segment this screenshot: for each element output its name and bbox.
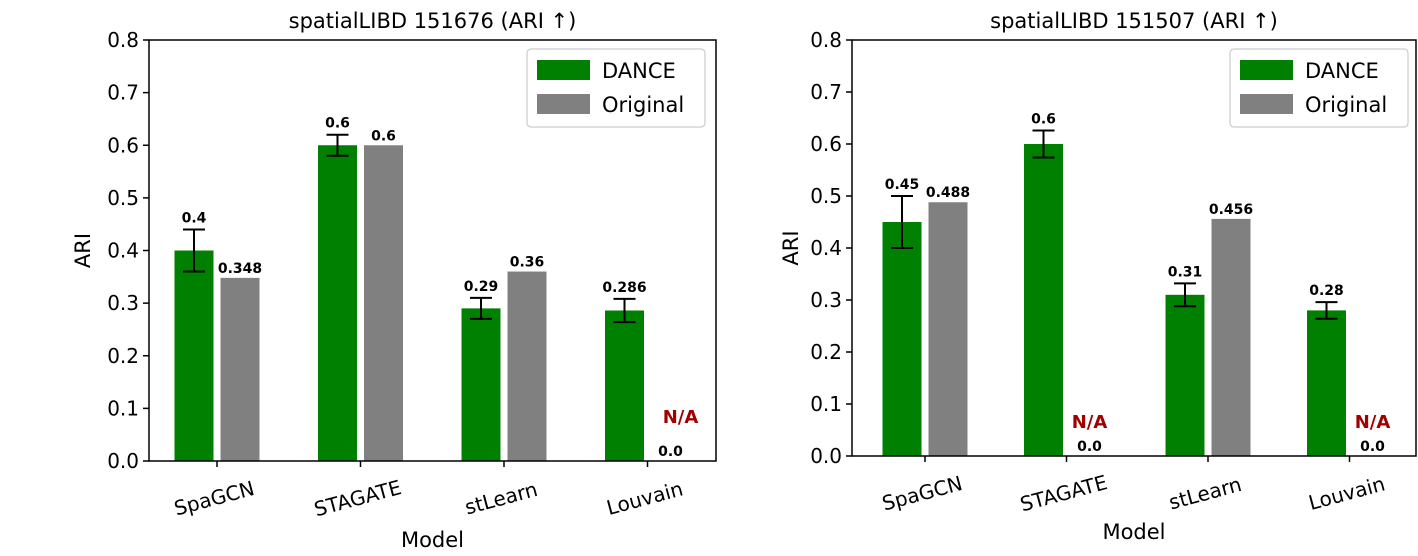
na-label: N/A bbox=[1355, 412, 1391, 433]
bar-dance bbox=[882, 222, 922, 456]
legend-swatch-dance bbox=[537, 60, 590, 80]
y-tick-label: 0.3 bbox=[810, 288, 842, 312]
value-label-original: 0.0 bbox=[1360, 439, 1385, 455]
y-tick-label: 0.2 bbox=[107, 344, 139, 368]
value-label-original: 0.0 bbox=[658, 444, 683, 460]
y-tick-label: 0.3 bbox=[107, 291, 139, 315]
value-label-original: 0.0 bbox=[1077, 439, 1102, 455]
value-label-original: 0.6 bbox=[371, 128, 396, 144]
y-tick-label: 0.5 bbox=[810, 184, 842, 208]
value-label-original: 0.36 bbox=[510, 255, 545, 271]
chart-title: spatialLIBD 151676 (ARI ↑) bbox=[289, 9, 577, 33]
y-tick-label: 0.7 bbox=[810, 80, 842, 104]
bar-dance bbox=[174, 250, 214, 461]
bar-dance bbox=[1307, 310, 1346, 456]
bar-dance bbox=[1165, 294, 1205, 456]
y-tick-label: 0.8 bbox=[810, 28, 842, 52]
bar-dance bbox=[461, 308, 501, 461]
na-label: N/A bbox=[1072, 412, 1108, 433]
bar-dance bbox=[605, 310, 644, 461]
bar-original bbox=[220, 277, 260, 461]
y-tick-label: 0.0 bbox=[810, 444, 842, 468]
value-label-original: 0.456 bbox=[1209, 202, 1253, 218]
y-tick-label: 0.1 bbox=[107, 396, 139, 420]
legend-label: Original bbox=[602, 93, 684, 117]
y-axis-title: ARI bbox=[779, 230, 803, 265]
y-tick-label: 0.6 bbox=[107, 133, 139, 157]
legend-label: DANCE bbox=[602, 59, 676, 83]
legend-label: DANCE bbox=[1305, 59, 1379, 83]
plot-frame bbox=[148, 39, 717, 462]
y-tick-label: 0.4 bbox=[107, 239, 139, 263]
bar-original bbox=[364, 145, 403, 461]
value-label-dance: 0.29 bbox=[464, 279, 499, 295]
bar-dance bbox=[318, 145, 357, 461]
legend-swatch-original bbox=[537, 94, 590, 114]
na-label: N/A bbox=[663, 407, 699, 428]
value-label-original: 0.348 bbox=[218, 261, 262, 277]
y-axis-title: ARI bbox=[71, 233, 95, 268]
value-label-dance: 0.31 bbox=[1168, 264, 1203, 280]
value-label-dance: 0.286 bbox=[602, 280, 646, 296]
y-tick-label: 0.8 bbox=[107, 28, 139, 52]
value-label-dance: 0.28 bbox=[1309, 283, 1344, 299]
y-tick-label: 0.5 bbox=[107, 186, 139, 210]
value-label-dance: 0.45 bbox=[885, 177, 920, 193]
y-tick-label: 0.2 bbox=[810, 340, 842, 364]
y-tick-label: 0.0 bbox=[107, 449, 139, 473]
legend-swatch-dance bbox=[1240, 60, 1293, 80]
bar-dance bbox=[1024, 144, 1063, 456]
y-tick-label: 0.7 bbox=[107, 81, 139, 105]
value-label-dance: 0.4 bbox=[182, 210, 207, 226]
y-tick-label: 0.1 bbox=[810, 392, 842, 416]
value-label-dance: 0.6 bbox=[1031, 111, 1056, 127]
legend-label: Original bbox=[1305, 93, 1387, 117]
chart-title: spatialLIBD 151507 (ARI ↑) bbox=[990, 9, 1278, 33]
value-label-dance: 0.6 bbox=[325, 116, 350, 132]
chart-151507: spatialLIBD 151507 (ARI ↑) 0.0 0.1 0.2 0.3 0.… bbox=[779, 9, 1417, 544]
value-label-original: 0.488 bbox=[926, 185, 970, 201]
plot-frame bbox=[851, 39, 1417, 457]
x-axis-title: Model bbox=[401, 528, 464, 552]
legend-swatch-original bbox=[1240, 94, 1293, 114]
y-tick-label: 0.4 bbox=[810, 236, 842, 260]
bar-original bbox=[1211, 218, 1251, 456]
x-axis-title: Model bbox=[1102, 520, 1165, 544]
bar-original bbox=[928, 202, 968, 456]
y-tick-label: 0.6 bbox=[810, 132, 842, 156]
bar-original bbox=[507, 271, 547, 461]
